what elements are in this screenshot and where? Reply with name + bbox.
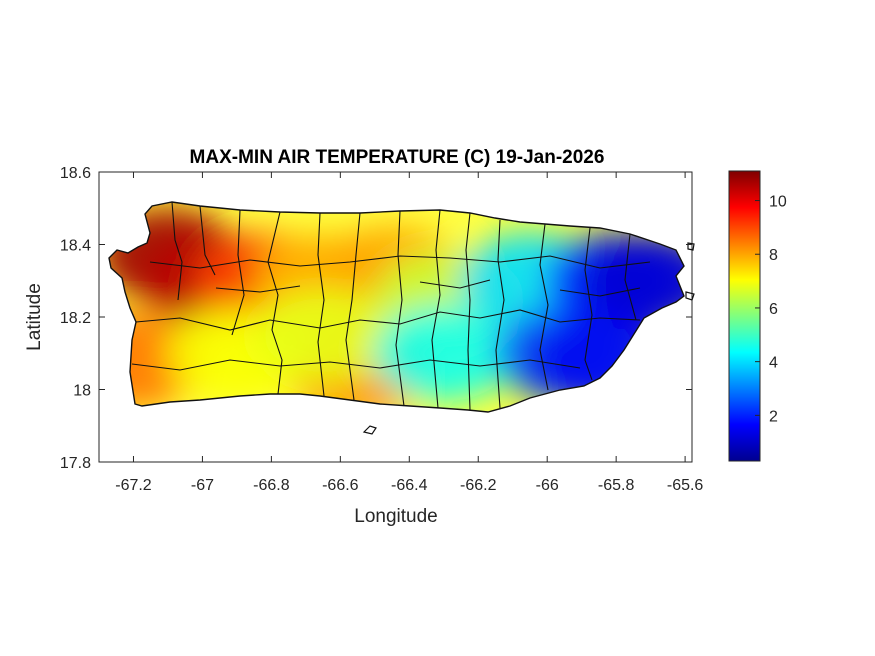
small-islands <box>362 242 695 435</box>
municipal-boundary <box>317 212 325 397</box>
x-axis-label: Longitude <box>354 506 437 527</box>
x-tick-label: -66 <box>536 477 559 494</box>
y-axis: 17.8 18 18.2 18.4 18.6 <box>60 165 692 472</box>
municipal-boundary <box>171 201 183 301</box>
municipal-boundary <box>345 212 361 401</box>
x-tick-label: -66.6 <box>322 477 359 494</box>
heatmap-cell <box>253 287 394 384</box>
y-tick-label: 18 <box>73 383 91 400</box>
x-tick-label: -67.2 <box>115 477 152 494</box>
municipal-boundaries <box>131 201 651 411</box>
municipal-boundary <box>199 205 216 276</box>
municipal-boundary <box>149 255 651 269</box>
chart-title: MAX-MIN AIR TEMPERATURE (C) 19-Jan-2026 <box>190 147 605 168</box>
small-island <box>685 291 695 301</box>
x-tick-label: -66.8 <box>253 477 290 494</box>
colorbar-axis: 2 4 6 8 10 <box>755 194 787 425</box>
small-island <box>687 242 695 251</box>
heatmap-cell <box>580 232 684 329</box>
y-tick-label: 17.8 <box>60 455 91 472</box>
heatmap-cell <box>373 305 514 402</box>
municipal-boundary <box>559 287 641 297</box>
colorbar-tick-label: 10 <box>769 194 787 211</box>
small-island <box>362 425 377 435</box>
x-axis: -67.2 -67 -66.8 -66.6 -66.4 -66.2 -66 -65.8 -65.… <box>115 172 703 494</box>
island-outline <box>108 201 685 413</box>
municipal-boundary <box>465 212 471 411</box>
municipal-boundary <box>431 209 441 409</box>
municipal-boundary <box>584 227 593 381</box>
x-tick-label: -66.4 <box>391 477 428 494</box>
municipal-boundary <box>539 223 549 391</box>
x-tick-label: -65.6 <box>667 477 704 494</box>
municipal-boundary <box>495 219 505 409</box>
y-tick-label: 18.4 <box>60 238 91 255</box>
temperature-heatmap <box>109 202 684 412</box>
colorbar-tick-label: 8 <box>769 247 778 264</box>
colorbar-tick-label: 2 <box>769 408 778 425</box>
colorbar-tick-label: 6 <box>769 301 778 318</box>
colorbar-tick-label: 4 <box>769 355 778 372</box>
y-tick-label: 18.6 <box>60 165 91 182</box>
x-tick-label: -65.8 <box>598 477 635 494</box>
municipal-boundary <box>624 233 637 321</box>
y-tick-label: 18.2 <box>60 310 91 327</box>
heatmap-cell <box>109 312 204 409</box>
colorbar <box>728 170 761 462</box>
x-tick-label: -67 <box>191 477 214 494</box>
municipal-boundary <box>231 209 245 336</box>
x-tick-label: -66.2 <box>460 477 497 494</box>
y-axis-label: Latitude <box>24 283 45 351</box>
municipal-boundary <box>215 285 301 293</box>
municipal-boundary <box>135 309 641 331</box>
municipal-boundary <box>419 279 491 289</box>
municipal-boundary <box>131 359 581 371</box>
